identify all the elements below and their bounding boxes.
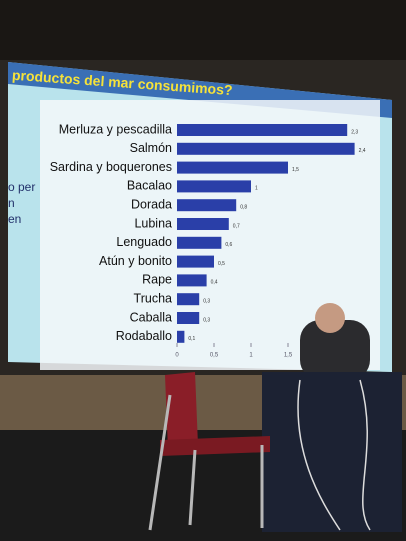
category-label: Salmón: [130, 141, 172, 155]
category-label: Merluza y pescadilla: [59, 122, 172, 136]
value-label: 1,5: [292, 167, 299, 173]
side-text: o per: [8, 180, 35, 194]
category-label: Rodaballo: [116, 329, 172, 343]
bar: [177, 162, 288, 174]
value-label: 2,4: [359, 148, 366, 154]
category-label: Dorada: [131, 197, 172, 211]
table: [262, 372, 402, 532]
value-label: 0,4: [211, 280, 218, 286]
x-tick-label: 1,5: [284, 353, 293, 359]
bar: [177, 180, 251, 192]
bar: [177, 199, 236, 211]
value-label: 1: [255, 186, 258, 192]
bar: [177, 312, 199, 324]
category-label: Trucha: [134, 291, 172, 305]
category-label: Atún y bonito: [99, 254, 172, 268]
ceiling: [0, 0, 406, 60]
value-label: 0,1: [188, 336, 195, 342]
bar: [177, 331, 184, 343]
chair-back: [165, 372, 198, 450]
bar: [177, 274, 207, 286]
category-label: Rape: [142, 273, 172, 287]
category-label: Bacalao: [127, 179, 172, 193]
bar: [177, 256, 214, 268]
value-label: 0,7: [233, 223, 240, 229]
value-label: 0,8: [240, 205, 247, 211]
value-label: 2,3: [351, 129, 358, 135]
category-label: Lenguado: [116, 235, 172, 249]
x-tick-label: 0,5: [210, 353, 219, 359]
bar: [177, 143, 355, 155]
speaker-head: [315, 303, 345, 333]
category-label: Sardina y boquerones: [50, 160, 172, 174]
value-label: 0,6: [225, 242, 232, 248]
value-label: 0,3: [203, 317, 210, 323]
side-text: en: [8, 212, 21, 226]
side-text: n: [8, 196, 15, 210]
photo: productos del mar consumimos? o per n en…: [0, 0, 406, 541]
value-label: 0,3: [203, 299, 210, 305]
bar: [177, 124, 347, 136]
bar: [177, 218, 229, 230]
category-label: Lubina: [134, 216, 172, 230]
category-label: Caballa: [130, 310, 172, 324]
value-label: 0,5: [218, 261, 225, 267]
bar: [177, 237, 221, 249]
bar: [177, 293, 199, 305]
